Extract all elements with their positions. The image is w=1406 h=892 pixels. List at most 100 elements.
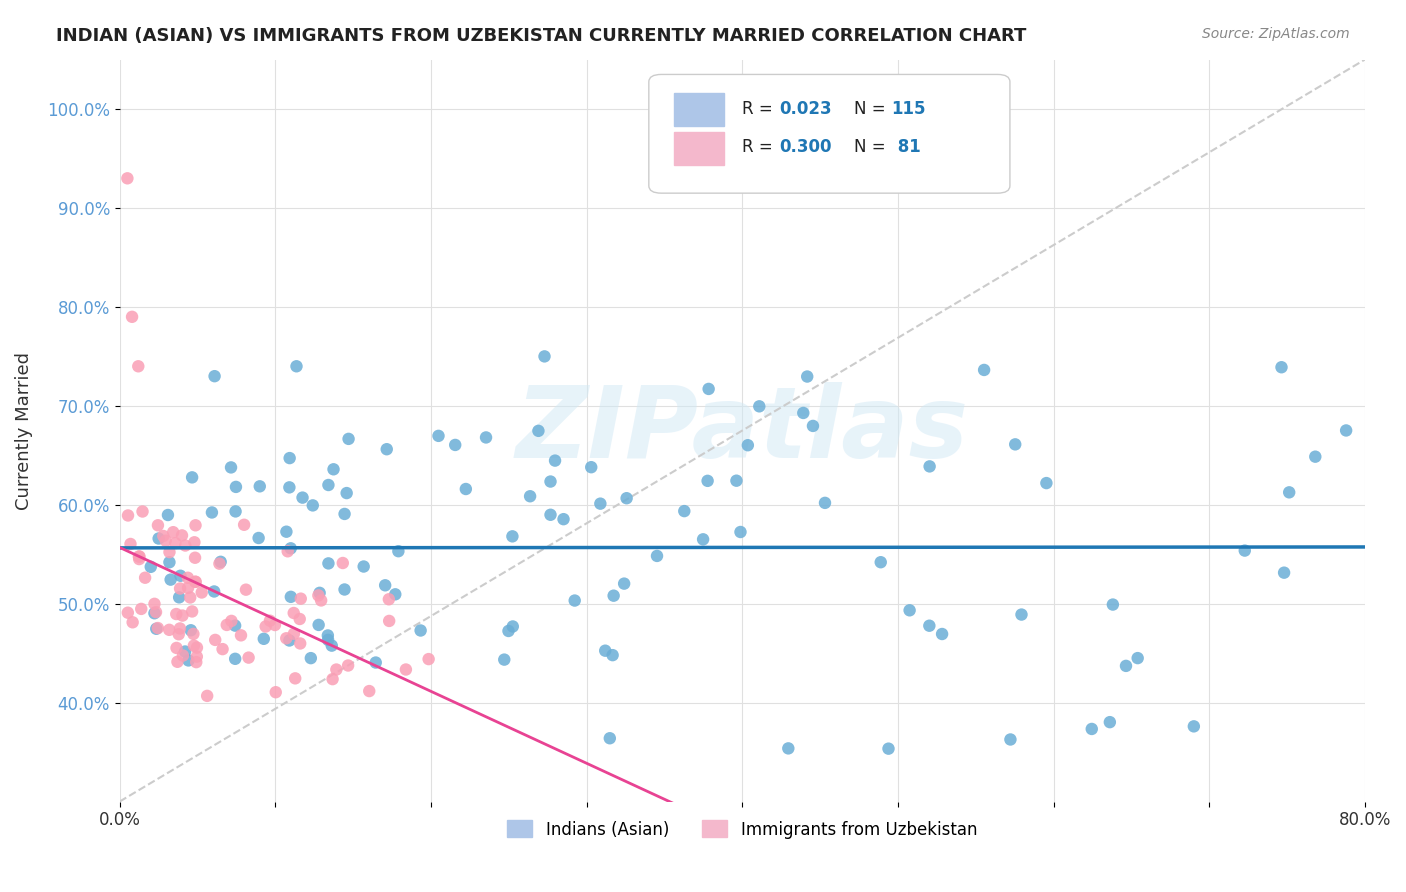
Point (253, 632, 276, 646)
Point (321, 639, 343, 653)
Point (692, 533, 714, 547)
Point (172, 608, 194, 623)
Point (308, 618, 330, 632)
Point (299, 651, 322, 665)
Point (247, 531, 270, 545)
Point (589, 497, 612, 511)
Point (364, 656, 387, 670)
Point (159, 555, 181, 569)
Point (264, 618, 287, 632)
Point (918, 618, 941, 632)
Point (238, 650, 260, 665)
Point (322, 672, 344, 686)
Point (208, 557, 231, 571)
Point (613, 576, 636, 591)
Point (174, 644, 197, 658)
Point (155, 533, 177, 548)
Point (233, 517, 256, 532)
Point (318, 557, 340, 571)
Point (325, 663, 347, 677)
Point (1000, 732, 1022, 747)
Point (179, 591, 201, 605)
Point (387, 544, 409, 558)
Point (533, 350, 555, 364)
Point (378, 592, 401, 607)
Legend: Indians (Asian), Immigrants from Uzbekistan: Indians (Asian), Immigrants from Uzbekis… (501, 814, 984, 846)
Point (167, 591, 190, 605)
Point (128, 549, 150, 564)
Point (332, 556, 354, 570)
Point (337, 432, 360, 446)
Point (219, 460, 242, 475)
Point (215, 618, 238, 632)
Point (645, 549, 668, 563)
Point (278, 451, 301, 466)
Text: R =: R = (742, 138, 778, 156)
Point (169, 582, 191, 596)
Point (177, 581, 200, 595)
Point (316, 628, 339, 642)
Point (593, 643, 616, 657)
Point (1098, 715, 1121, 730)
Point (519, 489, 541, 503)
Point (195, 689, 218, 703)
Point (527, 424, 550, 438)
FancyBboxPatch shape (648, 74, 1010, 194)
Text: 81: 81 (891, 138, 921, 156)
Point (290, 591, 312, 606)
Point (186, 655, 208, 669)
Point (792, 406, 814, 420)
Point (502, 619, 524, 633)
Text: INDIAN (ASIAN) VS IMMIGRANTS FROM UZBEKISTAN CURRENTLY MARRIED CORRELATION CHART: INDIAN (ASIAN) VS IMMIGRANTS FROM UZBEKI… (56, 27, 1026, 45)
Point (283, 606, 305, 620)
Point (898, 603, 921, 617)
Point (359, 684, 381, 698)
Point (264, 685, 287, 699)
Point (931, 627, 953, 641)
Text: ZIPatlas: ZIPatlas (516, 382, 969, 479)
Point (288, 612, 311, 626)
Point (186, 649, 208, 664)
Point (322, 462, 344, 476)
Point (374, 578, 396, 592)
Point (737, 438, 759, 452)
Point (159, 573, 181, 587)
Point (204, 369, 226, 384)
Point (165, 607, 187, 621)
Text: N =: N = (855, 138, 891, 156)
Point (146, 621, 169, 635)
Point (973, 363, 995, 377)
Point (259, 614, 281, 628)
Point (316, 632, 339, 647)
Point (877, 741, 900, 756)
Point (139, 559, 162, 574)
Point (221, 614, 243, 628)
Point (290, 636, 312, 650)
Point (869, 555, 891, 569)
Point (283, 626, 305, 640)
Point (796, 369, 818, 384)
Point (117, 606, 139, 620)
Point (174, 539, 197, 553)
FancyBboxPatch shape (673, 132, 724, 165)
Point (697, 382, 720, 396)
Point (602, 589, 624, 603)
Point (696, 474, 718, 488)
Point (375, 442, 398, 457)
Point (498, 624, 520, 638)
Point (177, 571, 200, 585)
Point (254, 619, 277, 633)
Point (730, 524, 752, 539)
Point (285, 359, 308, 374)
Point (333, 507, 356, 521)
Point (599, 731, 621, 746)
Point (162, 525, 184, 540)
Point (581, 460, 603, 475)
Point (170, 528, 193, 542)
Point (225, 480, 247, 494)
Point (384, 587, 406, 601)
Point (157, 623, 180, 637)
Point (235, 582, 257, 597)
Point (553, 512, 575, 526)
Point (224, 618, 246, 632)
